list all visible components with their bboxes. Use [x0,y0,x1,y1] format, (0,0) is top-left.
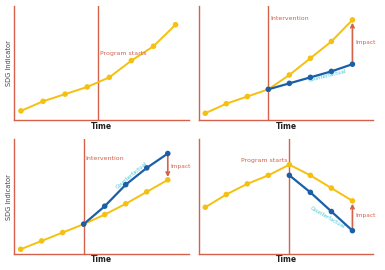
Point [265,87,271,92]
Point [202,111,208,115]
Point [244,182,250,186]
Point [144,166,150,170]
Text: Program starts: Program starts [241,158,287,163]
Point [60,230,66,235]
X-axis label: Time: Time [276,255,297,264]
Point [18,247,24,251]
X-axis label: Time: Time [276,122,297,131]
Point [265,87,271,92]
Point [307,190,313,194]
Text: Counterfactual: Counterfactual [308,69,347,83]
Text: Intervention: Intervention [270,16,309,21]
Point [286,173,293,177]
Point [349,62,355,66]
Point [349,228,355,233]
Point [80,222,87,226]
Text: Counterfactual: Counterfactual [116,160,149,190]
Point [123,202,129,206]
Point [123,183,129,187]
Point [38,239,45,243]
Text: Intervention: Intervention [86,156,124,161]
Point [106,75,112,80]
Point [328,186,335,190]
Point [18,109,24,113]
Text: Program starts: Program starts [100,51,147,56]
Y-axis label: SDG Indicator: SDG Indicator [5,40,12,86]
Point [265,173,271,177]
Text: Counterfactual: Counterfactual [309,206,345,230]
Point [165,151,171,156]
Text: Impact: Impact [355,213,375,218]
Point [144,190,150,194]
Point [40,99,46,103]
Point [80,222,87,226]
X-axis label: Time: Time [91,122,112,131]
Point [84,85,90,89]
Point [202,205,208,210]
Point [151,44,157,48]
Point [172,22,179,27]
Point [307,56,313,60]
X-axis label: Time: Time [91,255,112,264]
Point [286,73,293,77]
Point [349,18,355,22]
Point [307,173,313,177]
Point [102,204,108,208]
Point [286,163,293,167]
Point [223,192,229,197]
Point [286,81,293,86]
Point [62,92,68,96]
Point [328,39,335,44]
Point [307,75,313,80]
Point [349,199,355,203]
Point [128,58,134,63]
Point [328,69,335,73]
Point [244,94,250,99]
Point [223,102,229,106]
Text: Impact: Impact [170,164,191,169]
Point [328,209,335,214]
Point [102,212,108,217]
Y-axis label: SDG Indicator: SDG Indicator [5,174,12,220]
Text: Impact: Impact [355,40,375,45]
Point [165,178,171,182]
